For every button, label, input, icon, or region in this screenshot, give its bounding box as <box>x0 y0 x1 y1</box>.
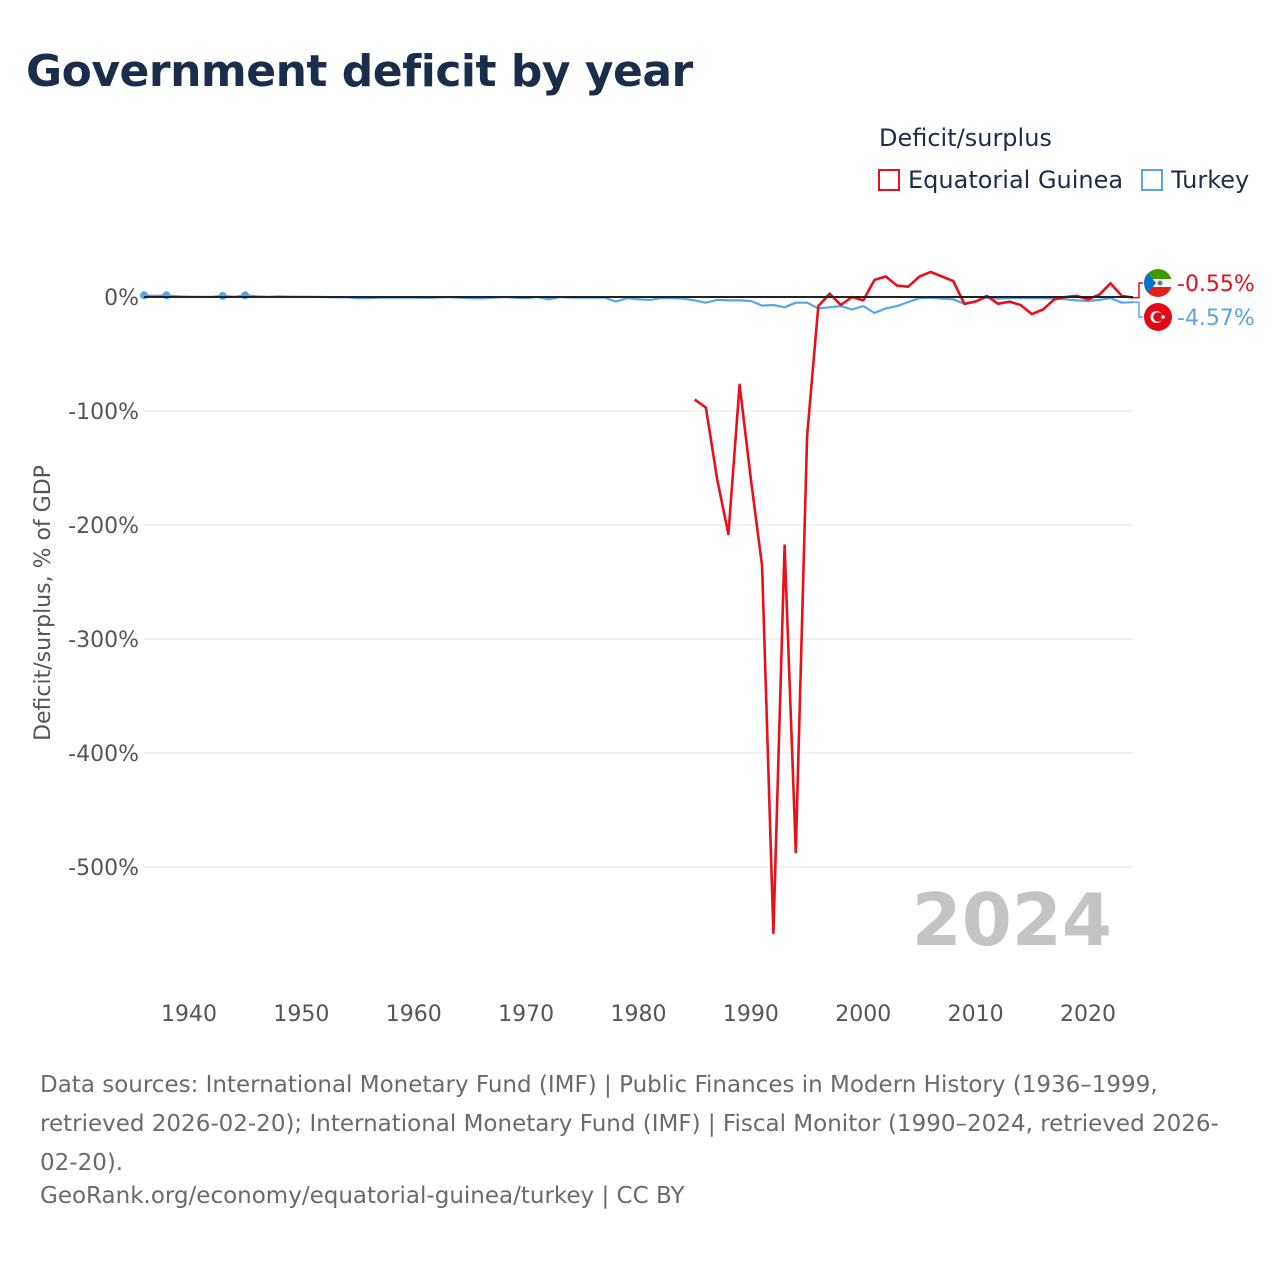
legend-item-equatorial-guinea[interactable]: Equatorial Guinea <box>878 166 1123 194</box>
x-tick-label: 2010 <box>948 1002 1004 1027</box>
series-line-equatorial-guinea[interactable] <box>693 270 1134 935</box>
data-sources: Data sources: International Monetary Fun… <box>40 1072 1219 1176</box>
end-label-connector <box>1133 301 1143 318</box>
legend: Equatorial Guinea Turkey <box>878 166 1267 194</box>
x-axis-ticks: 1940 1950 1960 1970 1980 1990 2000 2010 2020 <box>161 1002 1116 1027</box>
y-tick-label: -400% <box>68 742 139 767</box>
y-axis-label: Deficit/surplus, % of GDP <box>31 465 56 741</box>
y-axis-ticks: 0% -100% -200% -300% -400% -500% <box>68 286 139 881</box>
legend-swatch-equatorial-guinea <box>878 169 900 191</box>
x-tick-label: 1990 <box>723 1002 779 1027</box>
end-label-connector <box>1133 282 1143 299</box>
end-label-value: -4.57% <box>1177 306 1255 331</box>
flag-turkey-icon <box>1144 303 1172 331</box>
legend-item-turkey[interactable]: Turkey <box>1141 166 1249 194</box>
data-point[interactable] <box>162 291 171 300</box>
y-tick-label: -100% <box>68 400 139 425</box>
current-year-label: 2024 <box>912 878 1112 962</box>
y-tick-label: -200% <box>68 514 139 539</box>
data-point[interactable] <box>140 291 148 300</box>
x-tick-label: 2000 <box>835 1002 891 1027</box>
legend-label-turkey: Turkey <box>1171 166 1250 194</box>
data-point[interactable] <box>241 291 250 300</box>
line-chart: 0% -100% -200% -300% -400% -500% 1940 1950 1960… <box>31 269 1255 1027</box>
x-tick-label: 1970 <box>498 1002 554 1027</box>
end-labels: -0.55% -4.57% <box>1133 269 1255 331</box>
legend-swatch-turkey <box>1141 169 1164 191</box>
legend-label-equatorial-guinea: Equatorial Guinea <box>908 166 1124 194</box>
x-tick-label: 1950 <box>273 1002 329 1027</box>
y-tick-label: -500% <box>68 856 139 881</box>
y-tick-label: -300% <box>68 628 139 653</box>
data-point[interactable] <box>218 291 227 300</box>
grid-lines <box>144 410 1133 868</box>
chart-title: Government deficit by year <box>26 46 693 97</box>
x-tick-label: 1940 <box>161 1002 217 1027</box>
flag-equatorial-guinea-icon <box>1144 269 1172 297</box>
legend-title: Deficit/surplus <box>879 124 1052 152</box>
x-tick-label: 1980 <box>611 1002 667 1027</box>
series-lines <box>140 270 1134 935</box>
x-tick-label: 2020 <box>1060 1002 1116 1027</box>
x-tick-label: 1960 <box>386 1002 442 1027</box>
site-credit[interactable]: GeoRank.org/economy/equatorial-guinea/tu… <box>40 1183 685 1209</box>
y-tick-label: 0% <box>104 286 139 311</box>
end-label-value: -0.55% <box>1177 272 1255 297</box>
